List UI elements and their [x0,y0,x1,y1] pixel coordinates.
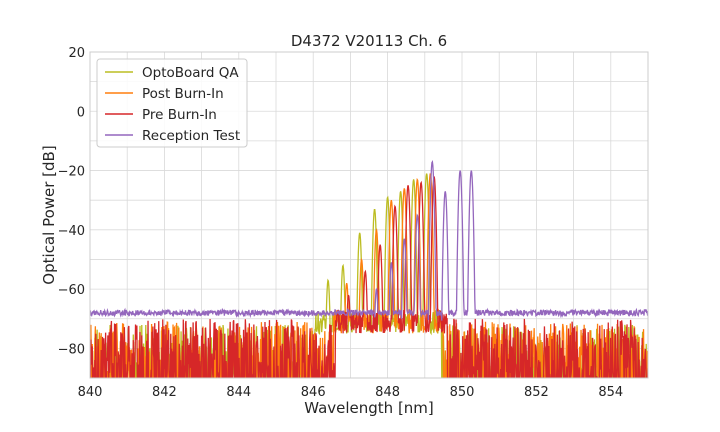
series-line-pre-burn-in [90,176,648,378]
y-tick-label: −40 [58,224,85,239]
x-axis-label: Wavelength [nm] [304,399,434,417]
x-tick-labels: 840 842 844 846 848 850 852 854 [78,385,624,400]
x-tick-label: 848 [375,385,400,400]
y-tick-label: 20 [68,46,85,61]
y-axis-label: Optical Power [dB] [40,145,58,284]
legend-label: Pre Burn-In [142,107,217,123]
y-tick-label: −20 [58,165,85,180]
legend: OptoBoard QA Post Burn-In Pre Burn-In Recep… [96,58,248,148]
x-tick-label: 854 [598,385,623,400]
legend-label: Post Burn-In [142,86,224,102]
x-tick-label: 846 [301,385,326,400]
y-tick-label: 0 [77,105,85,120]
x-tick-label: 850 [450,385,475,400]
plot-area [90,160,648,378]
y-tick-label: −60 [58,283,85,298]
x-tick-label: 842 [152,385,177,400]
plot-frame [89,51,649,379]
legend-box [96,58,248,148]
x-tick-label: 852 [524,385,549,400]
x-tick-label: 844 [226,385,251,400]
series-line-reception-test [90,160,648,321]
y-tick-labels: 20 0 −20 −40 −60 −80 [58,46,85,357]
chart-title: D4372 V20113 Ch. 6 [291,32,447,50]
x-tick-label: 840 [78,385,103,400]
legend-label: Reception Test [142,128,240,144]
y-tick-label: −80 [58,342,85,357]
legend-label: OptoBoard QA [142,65,239,81]
